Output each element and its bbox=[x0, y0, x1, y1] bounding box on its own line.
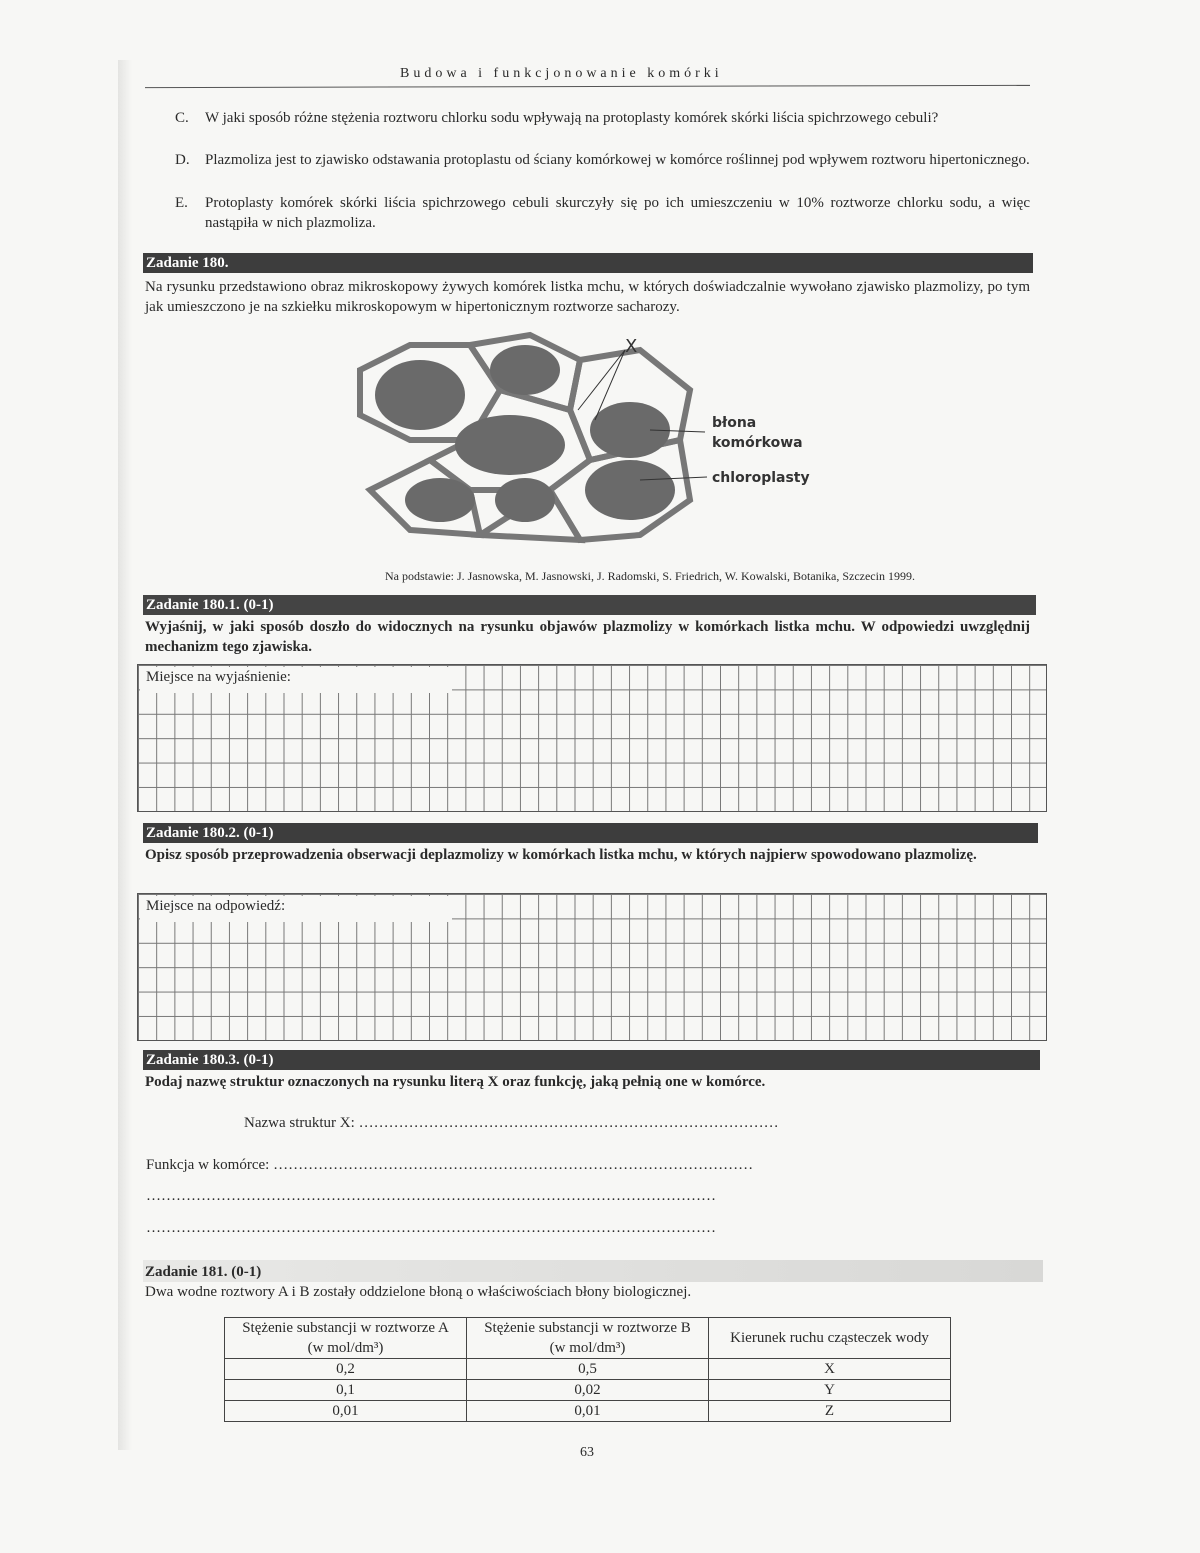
task-title: Zadanie 180.2. (0-1) bbox=[146, 825, 274, 841]
cell: 0,2 bbox=[224, 1358, 467, 1380]
task-180-2-header: Zadanie 180.2. (0-1) bbox=[143, 823, 1038, 843]
option-letter: E. bbox=[175, 195, 188, 211]
table-row: 0,1 0,02 Y bbox=[224, 1379, 951, 1401]
task-180-1-text: Wyjaśnij, w jaki sposób doszło do widocz… bbox=[145, 619, 1030, 655]
answer-box-label: Miejsce na wyjaśnienie: bbox=[140, 667, 452, 693]
label-membrane-1: błona bbox=[712, 415, 756, 431]
task-181-header-band bbox=[143, 1260, 1043, 1282]
cell: 0,01 bbox=[466, 1400, 709, 1422]
column-header: Kierunek ruchu cząsteczek wody bbox=[708, 1317, 951, 1359]
option-d: D. Plazmoliza jest to zjawisko odstawania… bbox=[175, 150, 1030, 170]
table-row: 0,01 0,01 Z bbox=[224, 1400, 951, 1422]
cell: X bbox=[708, 1358, 951, 1380]
figure-credit: Na podstawie: J. Jasnowska, M. Jasnowski… bbox=[385, 569, 915, 583]
label-x: X bbox=[625, 336, 637, 357]
task-181-text: Dwa wodne roztwory A i B zostały oddziel… bbox=[145, 1284, 692, 1300]
concentration-table: Stężenie substancji w roztworze A (w mol… bbox=[224, 1317, 951, 1422]
option-letter: D. bbox=[175, 152, 190, 168]
cell: Z bbox=[708, 1400, 951, 1422]
structure-name-label: Nazwa struktur X: bbox=[244, 1115, 359, 1131]
function-line-2[interactable]: …………………………………………………………………………………………………… bbox=[146, 1188, 716, 1204]
option-e: E. Protoplasty komórek skórki liścia spic… bbox=[175, 193, 1030, 233]
structure-name-line[interactable]: Nazwa struktur X: …………………………………………………………… bbox=[244, 1115, 779, 1131]
task-180-1-header: Zadanie 180.1. (0-1) bbox=[143, 595, 1036, 615]
task-180-3-text: Podaj nazwę struktur oznaczonych na rysu… bbox=[145, 1074, 766, 1090]
option-letter: C. bbox=[175, 110, 189, 126]
function-label: Funkcja w komórce: bbox=[146, 1157, 274, 1173]
cell: 0,01 bbox=[224, 1400, 467, 1422]
option-text: Plazmoliza jest to zjawisko odstawania p… bbox=[205, 152, 1030, 168]
label-membrane-2: komórkowa bbox=[712, 435, 803, 451]
page-number: 63 bbox=[580, 1445, 594, 1460]
task-title: Zadanie 180.1. (0-1) bbox=[146, 597, 274, 613]
answer-box-180-2[interactable]: Miejsce na odpowiedź: bbox=[137, 893, 1047, 1041]
cell: Y bbox=[708, 1379, 951, 1401]
task-180-text: Na rysunku przedstawiono obraz mikroskop… bbox=[145, 279, 1030, 315]
option-text: W jaki sposób różne stężenia roztworu ch… bbox=[205, 110, 939, 126]
task-180-2-text: Opisz sposób przeprowadzenia obserwacji … bbox=[145, 847, 977, 863]
page-edge-shadow bbox=[118, 60, 132, 1450]
task-title: Zadanie 180.3. (0-1) bbox=[146, 1052, 274, 1068]
task-180-header: Zadanie 180. bbox=[143, 253, 1033, 273]
task-181-title: Zadanie 181. (0-1) bbox=[145, 1264, 262, 1280]
option-text: Protoplasty komórek skórki liścia spichr… bbox=[205, 195, 1030, 231]
task-180-3-header: Zadanie 180.3. (0-1) bbox=[143, 1050, 1040, 1070]
column-header: Stężenie substancji w roztworze A (w mol… bbox=[224, 1317, 467, 1359]
task-title: Zadanie 180. bbox=[146, 255, 229, 271]
column-header: Stężenie substancji w roztworze B (w mol… bbox=[466, 1317, 709, 1359]
pointer-line bbox=[577, 349, 626, 411]
pointer-line bbox=[594, 349, 626, 421]
answer-box-180-1[interactable]: Miejsce na wyjaśnienie: bbox=[137, 664, 1047, 812]
answer-box-label: Miejsce na odpowiedź: bbox=[140, 896, 452, 922]
function-line-3[interactable]: …………………………………………………………………………………………………… bbox=[146, 1220, 716, 1236]
table-row: 0,2 0,5 X bbox=[224, 1358, 951, 1380]
label-chloroplasts: chloroplasty bbox=[712, 470, 810, 486]
pointer-line bbox=[649, 429, 706, 433]
running-header: Budowa i funkcjonowanie komórki bbox=[400, 66, 723, 81]
pointer-line bbox=[639, 476, 708, 481]
cell: 0,1 bbox=[224, 1379, 467, 1401]
function-line-1[interactable]: Funkcja w komórce: ………………………………………………………… bbox=[146, 1157, 754, 1173]
table-header-row: Stężenie substancji w roztworze A (w mol… bbox=[224, 1317, 951, 1359]
cell: 0,02 bbox=[466, 1379, 709, 1401]
option-c: C. W jaki sposób różne stężenia roztworu … bbox=[175, 108, 1030, 128]
protoplasts bbox=[375, 345, 675, 522]
header-rule bbox=[145, 84, 1030, 89]
cell: 0,5 bbox=[466, 1358, 709, 1380]
moss-cells-figure: X błona komórkowa chloroplasty bbox=[357, 331, 810, 544]
